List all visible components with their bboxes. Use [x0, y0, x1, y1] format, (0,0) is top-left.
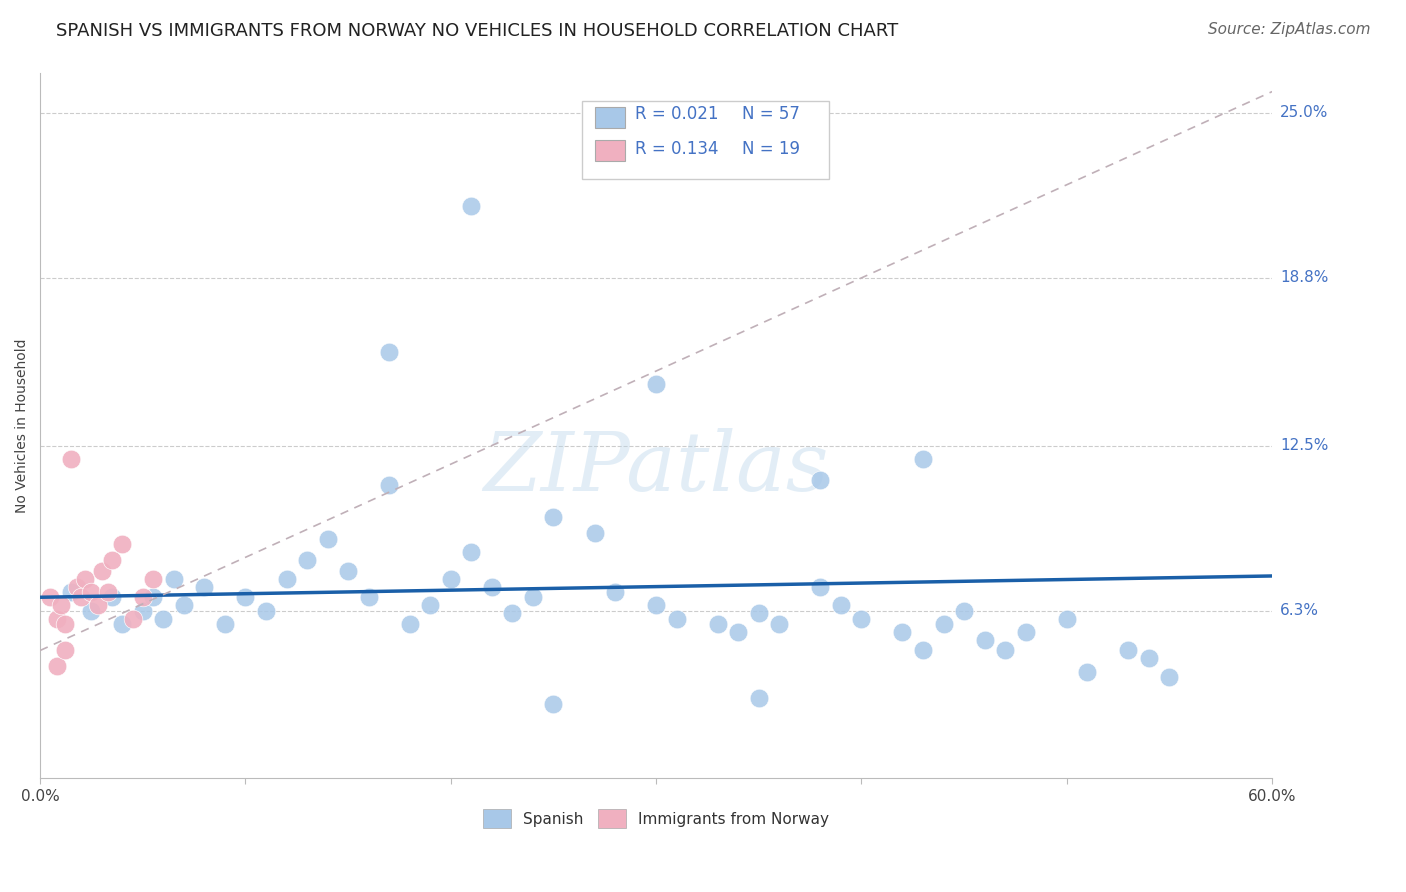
Point	[419, 599, 441, 613]
Point	[440, 572, 463, 586]
Point	[645, 599, 668, 613]
Point	[1137, 651, 1160, 665]
Point	[276, 572, 298, 586]
Text: ZIPatlas: ZIPatlas	[484, 428, 830, 508]
Text: SPANISH VS IMMIGRANTS FROM NORWAY NO VEHICLES IN HOUSEHOLD CORRELATION CHART: SPANISH VS IMMIGRANTS FROM NORWAY NO VEH…	[56, 22, 898, 40]
Y-axis label: No Vehicles in Household: No Vehicles in Household	[15, 338, 30, 513]
Point	[316, 532, 339, 546]
Point	[193, 580, 215, 594]
Text: R = 0.134: R = 0.134	[636, 140, 718, 158]
Point	[911, 643, 934, 657]
Point	[90, 564, 112, 578]
Point	[583, 526, 606, 541]
Point	[173, 599, 195, 613]
Point	[86, 599, 108, 613]
Point	[522, 591, 544, 605]
Point	[501, 606, 523, 620]
Point	[337, 564, 360, 578]
Point	[53, 643, 76, 657]
Point	[295, 553, 318, 567]
Point	[142, 572, 165, 586]
Text: N = 57: N = 57	[742, 105, 800, 123]
Point	[973, 632, 995, 647]
FancyBboxPatch shape	[582, 101, 828, 178]
Point	[101, 591, 124, 605]
Point	[706, 616, 728, 631]
Point	[1118, 643, 1140, 657]
Point	[66, 580, 89, 594]
FancyBboxPatch shape	[595, 140, 626, 161]
Point	[808, 580, 831, 594]
Point	[235, 591, 257, 605]
Point	[1056, 611, 1078, 625]
Point	[808, 473, 831, 487]
Point	[152, 611, 174, 625]
FancyBboxPatch shape	[595, 107, 626, 128]
Point	[460, 199, 482, 213]
Point	[214, 616, 236, 631]
Point	[748, 606, 770, 620]
Point	[80, 585, 103, 599]
Point	[645, 377, 668, 392]
Point	[603, 585, 626, 599]
Point	[481, 580, 503, 594]
Point	[543, 697, 565, 711]
Point	[953, 603, 976, 617]
Point	[830, 599, 852, 613]
Point	[911, 451, 934, 466]
Text: 25.0%: 25.0%	[1281, 105, 1329, 120]
Point	[665, 611, 688, 625]
Point	[97, 585, 120, 599]
Point	[378, 478, 401, 492]
Point	[121, 611, 143, 625]
Point	[254, 603, 277, 617]
Point	[70, 591, 93, 605]
Point	[378, 345, 401, 359]
Text: 6.3%: 6.3%	[1281, 603, 1319, 618]
Text: R = 0.021: R = 0.021	[636, 105, 718, 123]
Point	[543, 510, 565, 524]
Point	[101, 553, 124, 567]
Point	[45, 659, 67, 673]
Point	[398, 616, 420, 631]
Point	[132, 591, 155, 605]
Point	[1159, 670, 1181, 684]
Point	[891, 624, 914, 639]
Point	[748, 691, 770, 706]
Point	[768, 616, 790, 631]
Point	[80, 603, 103, 617]
Point	[1015, 624, 1038, 639]
Text: 18.8%: 18.8%	[1281, 270, 1329, 285]
Point	[727, 624, 749, 639]
Point	[39, 591, 62, 605]
Point	[111, 616, 134, 631]
Point	[53, 616, 76, 631]
Point	[142, 591, 165, 605]
Text: 12.5%: 12.5%	[1281, 438, 1329, 453]
Point	[59, 585, 82, 599]
Point	[851, 611, 873, 625]
Point	[59, 451, 82, 466]
Point	[75, 572, 97, 586]
Point	[49, 599, 72, 613]
Point	[45, 611, 67, 625]
Point	[111, 537, 134, 551]
Point	[132, 603, 155, 617]
Point	[162, 572, 184, 586]
Point	[460, 545, 482, 559]
Point	[1076, 665, 1098, 679]
Point	[357, 591, 380, 605]
Legend: Spanish, Immigrants from Norway: Spanish, Immigrants from Norway	[477, 803, 835, 834]
Point	[932, 616, 955, 631]
Text: Source: ZipAtlas.com: Source: ZipAtlas.com	[1208, 22, 1371, 37]
Point	[994, 643, 1017, 657]
Text: N = 19: N = 19	[742, 140, 800, 158]
